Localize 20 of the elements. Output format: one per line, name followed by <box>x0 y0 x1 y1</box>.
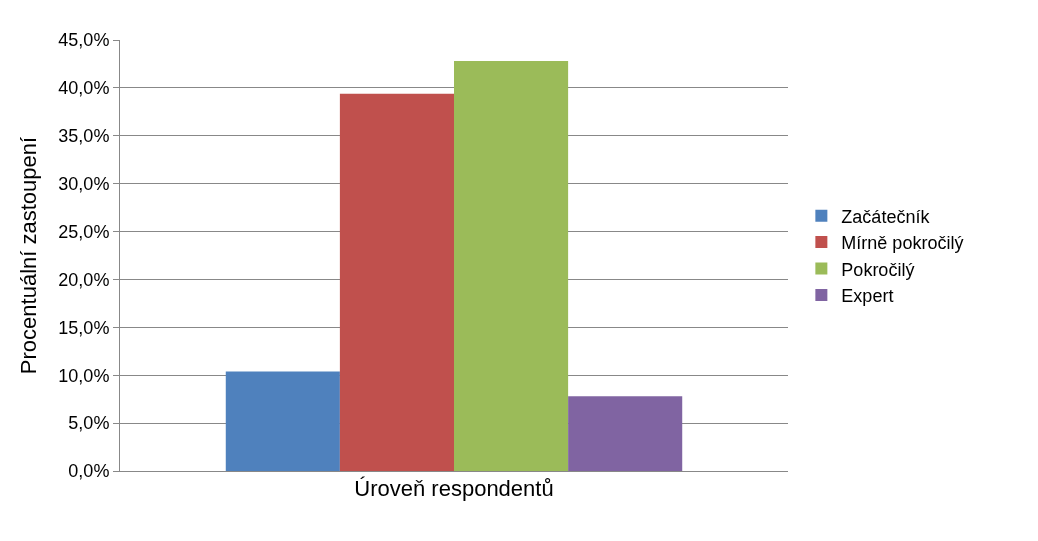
legend-label: Začátečník <box>841 206 931 227</box>
y-tick-label: 5,0% <box>68 413 110 434</box>
bar <box>454 61 569 471</box>
y-axis-title: Procentuální zastoupení <box>16 136 42 375</box>
legend-label: Expert <box>841 285 894 306</box>
y-tick-label: 25,0% <box>58 221 110 242</box>
bar <box>339 93 454 471</box>
y-tick-label: 40,0% <box>58 78 110 99</box>
bar <box>568 396 683 471</box>
x-axis-title: Úroveň respondentů <box>354 475 554 501</box>
y-tick-label: 30,0% <box>58 173 110 194</box>
legend-label: Mírně pokročilý <box>841 233 964 254</box>
y-tick-label: 15,0% <box>58 317 110 338</box>
y-tick-label: 0,0% <box>68 461 110 482</box>
y-tick-label: 20,0% <box>58 269 110 290</box>
y-tick-label: 35,0% <box>58 126 110 147</box>
legend-label: Pokročilý <box>841 259 915 280</box>
y-tick-label: 45,0% <box>58 30 110 51</box>
bar <box>225 371 340 471</box>
y-tick-label: 10,0% <box>58 365 110 386</box>
